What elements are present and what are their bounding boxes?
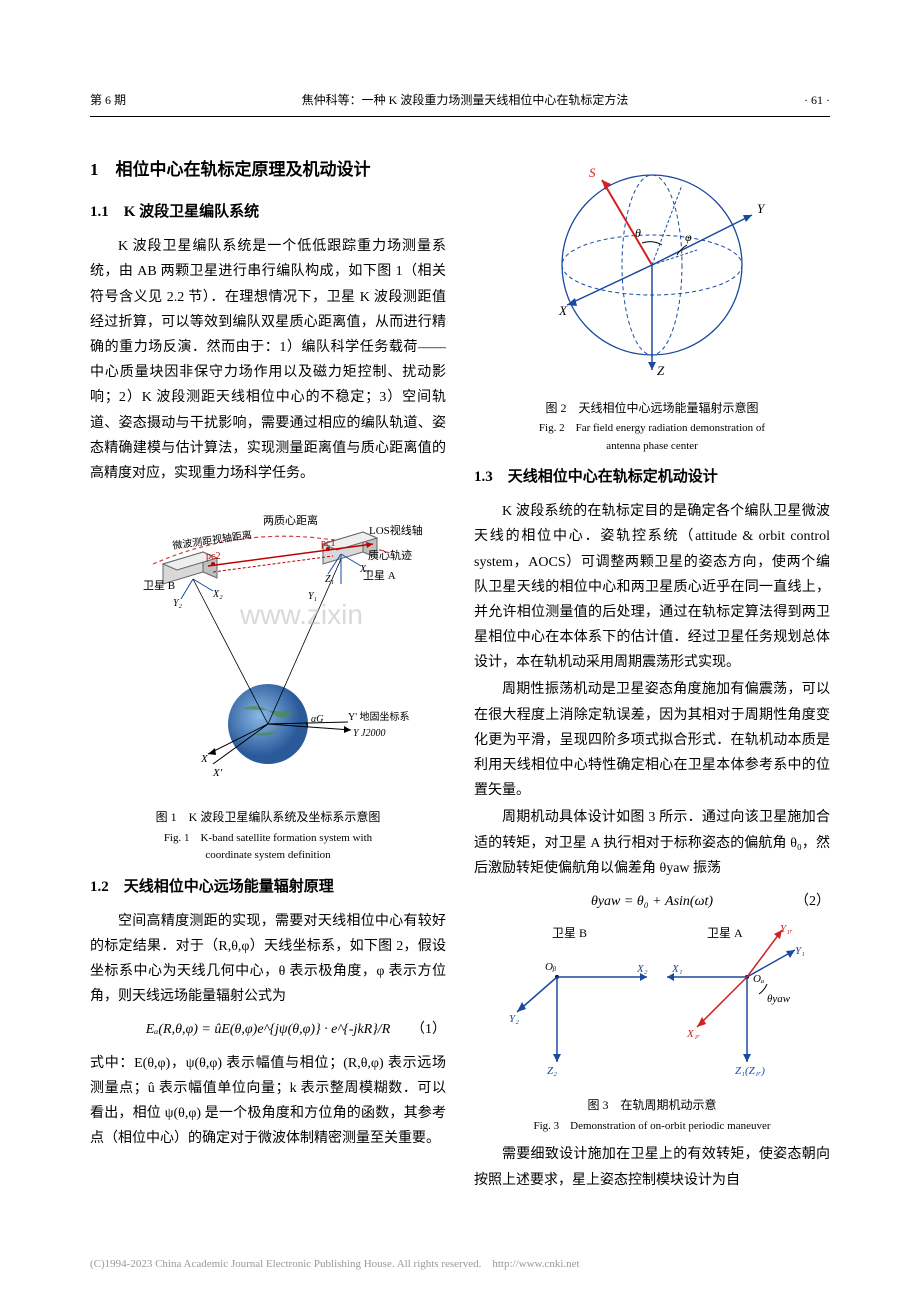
right-column: S X Y Z θ φ 图 2 天线相位中心远场能量辐射示意图 Fig. 2 F…	[474, 147, 830, 1195]
svg-text:Z₂: Z₂	[547, 1065, 557, 1077]
svg-text:pc1: pc1	[321, 538, 335, 549]
s13-p1: K 波段系统的在轨标定目的是确定各个编队卫星微波天线的相位中心．姿轨控系统（at…	[474, 499, 830, 675]
section-1-title: 1 相位中心在轨标定原理及机动设计	[90, 155, 446, 186]
left-column: 1 相位中心在轨标定原理及机动设计 1.1 K 波段卫星编队系统 K 波段卫星编…	[90, 147, 446, 1195]
header-page: · 61 ·	[804, 90, 830, 112]
svg-text:θ: θ	[635, 226, 641, 240]
header-title: 焦仲科等：一种 K 波段重力场测量天线相位中心在轨标定方法	[126, 90, 804, 112]
svg-text:Y: Y	[757, 201, 766, 216]
figure-2-svg: S X Y Z θ φ	[517, 155, 787, 385]
figure-3-svg: 卫星 B 卫星 A Oᵦ Oₐ X₂ X₁ Y₂ Y₁ Y₁ᵣ X₁ᵣ Z₂ Z…	[497, 922, 807, 1082]
eq2-number: （2）	[795, 889, 830, 914]
equation-2: θyaw = θ₀ + Asin(ωt) （2）	[474, 889, 830, 914]
svg-text:X': X'	[212, 767, 223, 779]
svg-text:LOS视线轴: LOS视线轴	[369, 523, 423, 537]
svg-text:X₁: X₁	[359, 564, 370, 575]
svg-text:质心轨迹: 质心轨迹	[368, 548, 412, 562]
svg-text:X: X	[200, 753, 209, 765]
svg-text:θyaw: θyaw	[767, 993, 791, 1005]
equation-1: Eₐ(R,θ,φ) = ûE(θ,φ)e^{jψ(θ,φ)} · e^{-jkR…	[90, 1017, 446, 1042]
svg-text:X₂: X₂	[636, 963, 648, 975]
subsection-1-1-title: 1.1 K 波段卫星编队系统	[90, 199, 446, 226]
svg-text:αG: αG	[311, 714, 323, 725]
fig3-caption-en: Fig. 3 Demonstration of on-orbit periodi…	[474, 1119, 830, 1134]
svg-text:Y₁: Y₁	[308, 591, 317, 602]
eq1-number: （1）	[411, 1017, 446, 1042]
svg-text:两质心距离: 两质心距离	[263, 513, 318, 527]
svg-text:Y₂: Y₂	[173, 598, 183, 609]
eq1-body: Eₐ(R,θ,φ) = ûE(θ,φ)e^{jψ(θ,φ)} · e^{-jkR…	[146, 1022, 391, 1037]
svg-text:pc2: pc2	[206, 551, 220, 562]
svg-text:Oᵦ: Oᵦ	[545, 961, 556, 973]
svg-text:卫星 A: 卫星 A	[707, 926, 743, 940]
subsection-1-3-title: 1.3 天线相位中心在轨标定机动设计	[474, 464, 830, 491]
tail-paragraph: 需要细致设计施加在卫星上的有效转矩，使姿态朝向按照上述要求，星上姿态控制模块设计…	[474, 1142, 830, 1192]
fig1-caption-en2: coordinate system definition	[90, 848, 446, 863]
svg-text:Z₁: Z₁	[325, 574, 334, 585]
svg-text:X₁ᵣ: X₁ᵣ	[686, 1028, 701, 1040]
figure-3: 卫星 B 卫星 A Oᵦ Oₐ X₂ X₁ Y₂ Y₁ Y₁ᵣ X₁ᵣ Z₂ Z…	[474, 922, 830, 1134]
svg-text:Y₁: Y₁	[795, 945, 805, 957]
svg-text:Y' 地固坐标系: Y' 地固坐标系	[348, 710, 410, 723]
figure-1: 两质心距离 LOS视线轴 质心轨迹 微波测距视轴距离 卫星 B 卫星 A pc1…	[90, 494, 446, 864]
eq2-body: θyaw = θ₀ + Asin(ωt)	[591, 894, 713, 909]
fig1-caption-en1: Fig. 1 K-band satellite formation system…	[90, 831, 446, 846]
s13-p3: 周期机动具体设计如图 3 所示．通过向该卫星施加合适的转矩，对卫星 A 执行相对…	[474, 805, 830, 881]
svg-text:φ: φ	[685, 230, 692, 244]
running-header: 第 6 期 焦仲科等：一种 K 波段重力场测量天线相位中心在轨标定方法 · 61…	[90, 90, 830, 117]
s12-p1: 空间高精度测距的实现，需要对天线相位中心有较好的标定结果．对于（R,θ,φ）天线…	[90, 909, 446, 1010]
figure-1-svg: 两质心距离 LOS视线轴 质心轨迹 微波测距视轴距离 卫星 B 卫星 A pc1…	[113, 494, 423, 794]
svg-text:Y₂: Y₂	[509, 1013, 519, 1025]
svg-text:X₁: X₁	[671, 963, 683, 975]
fig1-caption-cn: 图 1 K 波段卫星编队系统及坐标系示意图	[90, 807, 446, 829]
svg-text:X₂: X₂	[212, 589, 223, 600]
subsection-1-2-title: 1.2 天线相位中心远场能量辐射原理	[90, 874, 446, 901]
svg-text:卫星 B: 卫星 B	[143, 579, 175, 592]
figure-2: S X Y Z θ φ 图 2 天线相位中心远场能量辐射示意图 Fig. 2 F…	[474, 155, 830, 455]
fig2-caption-en2: antenna phase center	[474, 439, 830, 454]
svg-text:微波测距视轴距离: 微波测距视轴距离	[172, 528, 253, 552]
s11-p1: K 波段卫星编队系统是一个低低跟踪重力场测量系统，由 AB 两颗卫星进行串行编队…	[90, 234, 446, 486]
s13-p2: 周期性振荡机动是卫星姿态角度施加有偏震荡，可以在很大程度上消除定轨误差，因为其相…	[474, 677, 830, 803]
fig2-caption-en1: Fig. 2 Far field energy radiation demons…	[474, 421, 830, 436]
fig2-caption-cn: 图 2 天线相位中心远场能量辐射示意图	[474, 398, 830, 420]
svg-text:S: S	[589, 165, 596, 180]
header-issue: 第 6 期	[90, 90, 126, 112]
svg-text:Y J2000: Y J2000	[353, 728, 386, 739]
fig3-caption-cn: 图 3 在轨周期机动示意	[474, 1095, 830, 1117]
svg-text:X: X	[558, 303, 568, 318]
svg-text:Y₁ᵣ: Y₁ᵣ	[780, 923, 793, 935]
s12-p2: 式中：E(θ,φ)，ψ(θ,φ) 表示幅值与相位；(R,θ,φ) 表示远场测量点…	[90, 1051, 446, 1152]
svg-text:Z₁(Z₁ᵣ): Z₁(Z₁ᵣ)	[735, 1065, 765, 1077]
svg-text:卫星 B: 卫星 B	[552, 926, 587, 940]
svg-text:Z: Z	[657, 363, 665, 378]
svg-text:Oₐ: Oₐ	[753, 973, 764, 985]
footer-copyright: (C)1994-2023 China Academic Journal Elec…	[0, 1235, 920, 1295]
